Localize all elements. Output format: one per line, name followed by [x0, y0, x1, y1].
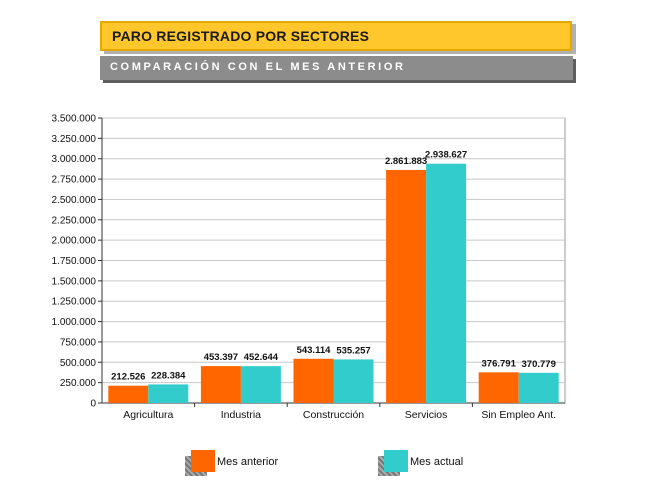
page-title: PARO REGISTRADO POR SECTORES — [112, 28, 370, 44]
y-tick-label: 1.500.000 — [52, 276, 97, 287]
y-tick-label: 2.500.000 — [52, 195, 97, 206]
y-tick-label: 3.000.000 — [52, 154, 97, 165]
page-subtitle: COMPARACIÓN CON EL MES ANTERIOR — [110, 61, 406, 73]
legend-swatch-mes-actual — [384, 450, 408, 472]
x-category-label: Servicios — [405, 409, 448, 421]
data-label: 376.791 — [482, 358, 517, 369]
title-bar: PARO REGISTRADO POR SECTORES — [100, 21, 572, 51]
y-tick-label: 2.000.000 — [52, 236, 97, 247]
y-tick-label: 1.000.000 — [52, 317, 97, 328]
data-label: 228.384 — [151, 370, 186, 381]
y-tick-label: 500.000 — [60, 358, 97, 369]
bar — [426, 163, 467, 403]
y-tick-label: 2.250.000 — [52, 215, 97, 226]
bar — [108, 385, 149, 403]
y-tick-label: 750.000 — [60, 337, 97, 348]
y-tick-label: 250.000 — [60, 378, 97, 389]
bar — [386, 169, 427, 403]
y-tick-label: 3.250.000 — [52, 134, 97, 145]
bar — [518, 372, 559, 403]
x-category-label: Industria — [221, 409, 261, 421]
x-category-label: Construcción — [303, 409, 364, 421]
data-label: 543.114 — [297, 345, 332, 356]
x-category-label: Sin Empleo Ant. — [481, 409, 556, 421]
bar — [200, 366, 241, 403]
legend-swatch-mes-anterior — [191, 450, 215, 472]
data-label: 452.644 — [244, 352, 279, 363]
legend-label-mes-anterior: Mes anterior — [217, 456, 279, 468]
y-tick-label: 2.750.000 — [52, 175, 97, 186]
bar — [293, 358, 334, 403]
subtitle-bar: COMPARACIÓN CON EL MES ANTERIOR — [100, 56, 573, 80]
y-tick-label: 1.250.000 — [52, 297, 97, 308]
data-label: 535.257 — [336, 345, 370, 356]
y-tick-label: 3.500.000 — [52, 114, 97, 125]
data-label: 212.526 — [111, 372, 145, 383]
bar — [240, 366, 281, 403]
data-label: 2.861.883 — [385, 156, 427, 167]
bar — [333, 359, 374, 403]
bar — [148, 384, 189, 403]
bar — [478, 372, 519, 403]
legend-label-mes-actual: Mes actual — [410, 456, 464, 468]
data-label: 2.938.627 — [425, 150, 467, 161]
data-label: 453.397 — [204, 352, 238, 363]
y-tick-label: 1.750.000 — [52, 256, 97, 267]
y-tick-label: 0 — [90, 399, 96, 410]
x-category-label: Agricultura — [123, 409, 173, 421]
data-label: 370.779 — [522, 359, 556, 370]
